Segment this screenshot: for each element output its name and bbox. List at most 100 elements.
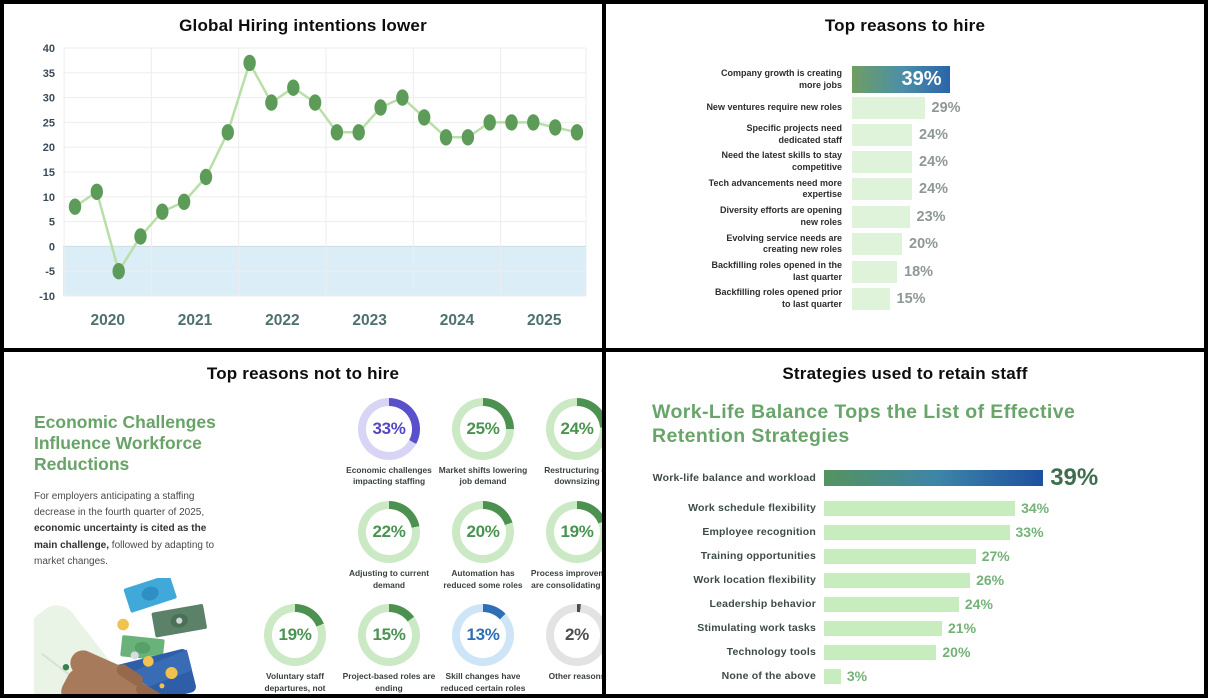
donut-hole: 33%: [366, 406, 412, 452]
data-point: [395, 89, 409, 106]
worklife-balance-heading: Work-Life Balance Tops the List of Effec…: [652, 401, 1076, 448]
bar: [824, 620, 942, 636]
value-label: 23%: [916, 208, 946, 225]
donut-percentage: 22%: [372, 522, 406, 542]
wallet-money-illustration: [34, 577, 207, 694]
donut-chart: 19%: [546, 501, 602, 564]
value-label: 24%: [964, 596, 993, 613]
x-year-label: 2024: [439, 312, 474, 329]
data-point: [461, 129, 474, 146]
coin-silver: [130, 651, 139, 660]
bar-row: Employee recognition 33%: [652, 524, 1204, 540]
donut-chart: 19%: [264, 604, 326, 667]
category-label: Technology tools: [726, 646, 816, 659]
bar: [824, 644, 937, 660]
bar-row: Work location flexibility 26%: [652, 572, 1204, 588]
x-year-label: 2022: [265, 312, 299, 329]
bar-row: Work schedule flexibility 34%: [652, 500, 1204, 516]
bar-row: Company growth is creating more jobs 39%: [704, 66, 1204, 93]
bar-row: Backfilling roles opened prior to last q…: [704, 287, 1204, 310]
category-label: Specific projects need dedicated staff: [746, 123, 842, 145]
retention-bar-chart: Work-life balance and workload 39% Work sc…: [652, 464, 1204, 684]
value-label: 18%: [904, 263, 934, 280]
bar-row: Evolving service needs are creating new …: [704, 233, 1204, 256]
donut-percentage: 20%: [466, 522, 500, 542]
y-tick-label: -5: [45, 266, 55, 278]
note-text-after: followed by adapting to market changes.: [34, 539, 215, 567]
data-point: [68, 198, 81, 215]
bar: [852, 123, 912, 146]
donut-caption: Economic challenges impacting staffing: [346, 465, 432, 487]
bar-row: Specific projects need dedicated staff 24…: [704, 123, 1204, 146]
donut-percentage: 24%: [560, 419, 594, 438]
donut-percentage: 13%: [466, 625, 500, 645]
quadrant-top-reasons-not-to-hire: Top reasons not to hire Economic Challen…: [4, 352, 602, 694]
donut-hole: 2%: [554, 612, 600, 659]
reasons-to-hire-bar-chart: Company growth is creating more jobs 39% N…: [704, 66, 1204, 311]
data-point: [548, 119, 561, 136]
coin: [165, 666, 178, 679]
bar: [852, 205, 910, 228]
coin: [117, 618, 129, 631]
quadrant-top-reasons-to-hire: Top reasons to hire Company growth is cr…: [606, 4, 1204, 348]
donut-percentage: 25%: [466, 419, 500, 438]
bar-highlight: [824, 470, 1044, 487]
chart-title-retention: Strategies used to retain staff: [782, 364, 1028, 383]
data-point: [133, 228, 147, 245]
donut-cell: 15% Project-based roles are ending: [342, 604, 436, 694]
bar-row: None of the above 3%: [652, 668, 1204, 684]
data-point: [373, 99, 387, 116]
data-point: [221, 124, 234, 141]
bar-row: New ventures require new roles 29%: [704, 97, 1204, 119]
category-label: Company growth is creating more jobs: [720, 67, 842, 90]
category-label: Need the latest skills to stay competiti…: [721, 150, 842, 173]
donut-hole: 24%: [554, 406, 600, 452]
donut-hole: 15%: [366, 612, 412, 659]
bar: [824, 572, 971, 588]
hands: [61, 650, 165, 694]
donut-cell: 33% Economic challenges impacting staffin…: [342, 398, 436, 488]
data-point: [330, 124, 343, 141]
bar: [824, 500, 1016, 516]
donut-cell: 19% Voluntary staff departures, not backf…: [248, 604, 342, 694]
sleeve-shape: [34, 605, 124, 694]
bar: [824, 668, 841, 684]
donut-hole: 25%: [460, 406, 506, 452]
quadrant-retention-strategies: Strategies used to retain staff Work-Lif…: [606, 352, 1204, 694]
donut-chart: 25%: [452, 398, 514, 460]
bar: [852, 178, 912, 201]
y-tick-label: 25: [42, 117, 54, 129]
value-label: 24%: [919, 154, 949, 171]
donut-chart: 33%: [358, 398, 420, 460]
bar: [852, 260, 897, 283]
bar-highlight: 39%: [852, 66, 950, 93]
x-year-label: 2021: [177, 312, 212, 329]
value-label: 29%: [931, 100, 961, 116]
bar-row: Diversity efforts are opening new roles 2…: [704, 205, 1204, 228]
donut-cell: 24% Restructuring or downsizing: [530, 398, 602, 488]
donut-caption: Skill changes have reduced certain roles: [440, 671, 526, 693]
donut-percentage: 2%: [565, 625, 589, 645]
category-label: Work location flexibility: [693, 574, 816, 587]
donut-cell: 22% Adjusting to current demand: [342, 501, 436, 591]
value-label: 15%: [896, 290, 926, 307]
y-tick-label: 5: [48, 217, 54, 229]
chart-title-global-hiring: Global Hiring intentions lower: [179, 16, 427, 35]
donut-caption: Process improvements are consolidating r…: [530, 568, 602, 590]
y-tick-label: 0: [48, 241, 54, 253]
category-label: Backfilling roles opened prior to last q…: [714, 287, 842, 309]
donut-chart: 20%: [452, 501, 514, 564]
y-tick-label: -10: [39, 291, 55, 303]
donut-cell: 2% Other reasons: [530, 604, 602, 694]
y-tick-label: 10: [42, 192, 54, 204]
data-point: [308, 94, 321, 111]
bar: [824, 524, 1010, 540]
coin: [142, 655, 154, 667]
reasons-not-to-hire-content: Economic Challenges Influence Workforce …: [4, 386, 602, 694]
bar-row: Leadership behavior 24%: [652, 596, 1204, 612]
bar-row: Technology tools 20%: [652, 644, 1204, 660]
quadrant-global-hiring-intentions: Global Hiring intentions lower -10 -5 0 5 10…: [4, 4, 602, 348]
bar: [852, 233, 902, 256]
chart-title-reasons-to-hire: Top reasons to hire: [824, 16, 986, 35]
